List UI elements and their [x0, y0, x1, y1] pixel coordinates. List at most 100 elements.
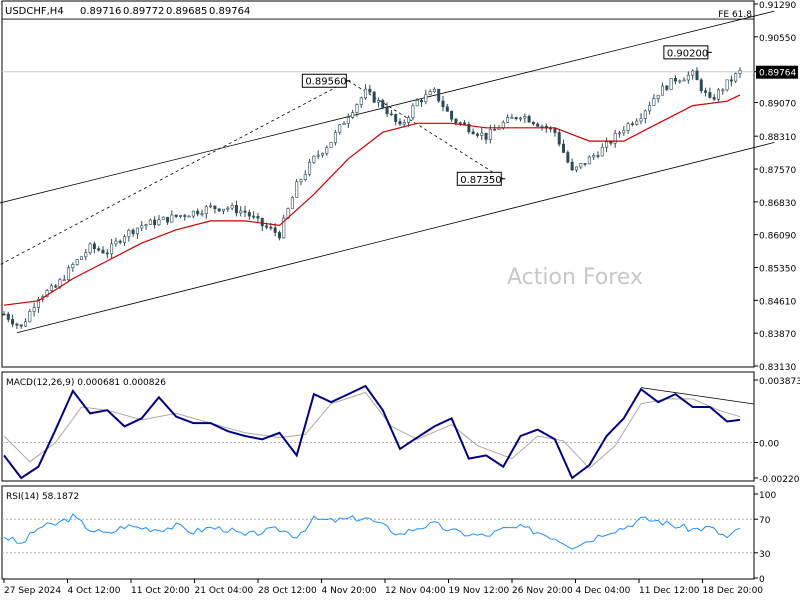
- candle-body: [127, 229, 131, 237]
- candle-body: [75, 259, 79, 265]
- candle-body: [635, 120, 639, 125]
- candle-body: [178, 215, 182, 217]
- candle-body: [273, 227, 277, 233]
- candle-body: [226, 207, 230, 210]
- candle-body: [712, 97, 716, 100]
- candle-body: [437, 88, 441, 102]
- x-tick-label: 18 Dec 20:00: [703, 586, 764, 596]
- x-axis: 27 Sep 2024 4 Oct 12:00 11 Oct 20:00 21 Oct…: [3, 579, 764, 596]
- candle-body: [540, 125, 544, 128]
- price-tick-label: 0.90550: [759, 34, 796, 44]
- candle-body: [562, 143, 566, 153]
- candle-body: [673, 78, 677, 82]
- candle-body: [419, 99, 423, 103]
- candle-body: [19, 324, 23, 327]
- candle-body: [480, 132, 484, 136]
- candle-body: [295, 181, 299, 198]
- price-axis: 0.91290 0.90550 0.89764 0.89070 0.88310 0.875…: [754, 1, 798, 373]
- candle-body: [389, 113, 393, 116]
- candle-body: [252, 215, 256, 218]
- candle-body: [600, 146, 604, 157]
- x-tick-label: 4 Dec 04:00: [576, 586, 631, 596]
- candle-body: [290, 197, 294, 209]
- candle-body: [329, 142, 333, 148]
- annotation-label: 0.89560: [305, 77, 346, 88]
- candle-body: [256, 216, 260, 219]
- price-tick-label: 0.89070: [759, 99, 796, 109]
- candle-body: [6, 313, 10, 320]
- x-tick-label: 4 Nov 20:00: [322, 586, 377, 596]
- candle-body: [131, 229, 135, 235]
- candle-body: [161, 216, 165, 220]
- candle-body: [445, 106, 449, 112]
- candle-body: [454, 118, 458, 123]
- candle-body: [708, 92, 712, 98]
- macd-main-line: [3, 384, 741, 480]
- candle-body: [579, 163, 583, 168]
- close-value: 0.89764: [209, 6, 250, 17]
- candle-body: [135, 227, 139, 235]
- candle-body: [204, 206, 208, 215]
- candle-body: [191, 210, 195, 217]
- candle-body: [622, 130, 626, 134]
- header: USDCHF,H4 0.89716 0.89772 0.89685 0.8976…: [5, 6, 752, 20]
- candle-body: [415, 99, 419, 107]
- candle-body: [471, 131, 475, 135]
- price-panel: [1, 0, 755, 368]
- candle-body: [738, 69, 742, 74]
- candle-body: [488, 129, 492, 140]
- candle-body: [247, 212, 251, 217]
- candle-body: [626, 123, 630, 131]
- candle-body: [209, 205, 213, 208]
- x-tick-label: 26 Nov 20:00: [512, 586, 573, 596]
- candle-body: [592, 155, 596, 158]
- candle-body: [699, 79, 703, 92]
- candle-body: [346, 117, 350, 124]
- candle-body: [617, 132, 621, 135]
- candle-body: [140, 225, 144, 229]
- candle-body: [704, 90, 708, 93]
- rsi-panel: [1, 485, 755, 580]
- candle-body: [493, 129, 497, 131]
- annotation-label: 0.87350: [460, 175, 501, 186]
- candle-body: [265, 225, 269, 228]
- x-tick-label: 11 Dec 12:00: [639, 586, 700, 596]
- price-tick-label: 0.86090: [759, 232, 796, 242]
- candle-body: [536, 123, 540, 127]
- candle-body: [110, 243, 114, 255]
- candle-body: [114, 240, 118, 245]
- candle-body: [553, 128, 557, 133]
- candle-body: [372, 91, 376, 103]
- candle-body: [678, 80, 682, 83]
- candle-body: [217, 208, 221, 212]
- candle-body: [510, 117, 514, 119]
- rsi-tick-label: 30: [759, 550, 771, 560]
- candle-body: [316, 154, 320, 157]
- candle-body: [583, 163, 587, 165]
- candle-body: [428, 91, 432, 95]
- candle-body: [2, 313, 6, 316]
- open-value: 0.89716: [80, 6, 121, 17]
- candle-body: [359, 97, 363, 105]
- candle-body: [639, 118, 643, 122]
- candle-body: [364, 88, 368, 99]
- candle-body: [716, 89, 720, 100]
- high-value: 0.89772: [123, 6, 164, 17]
- candle-body: [67, 267, 71, 281]
- candle-body: [475, 133, 479, 136]
- macd-trendline: [640, 387, 755, 405]
- x-tick-label: 11 Oct 20:00: [131, 586, 190, 596]
- candle-body: [570, 161, 574, 171]
- candle-body: [665, 85, 669, 90]
- annotation-label: 0.90200: [667, 48, 708, 59]
- candle-body: [458, 122, 462, 124]
- candle-body: [351, 112, 355, 118]
- ema-line: [3, 94, 741, 306]
- candle-body: [566, 152, 570, 163]
- candle-body: [463, 122, 467, 125]
- candle-body: [609, 141, 613, 144]
- candle-body: [183, 215, 187, 217]
- candle-body: [36, 299, 40, 309]
- x-tick-label: 19 Nov 12:00: [449, 586, 510, 596]
